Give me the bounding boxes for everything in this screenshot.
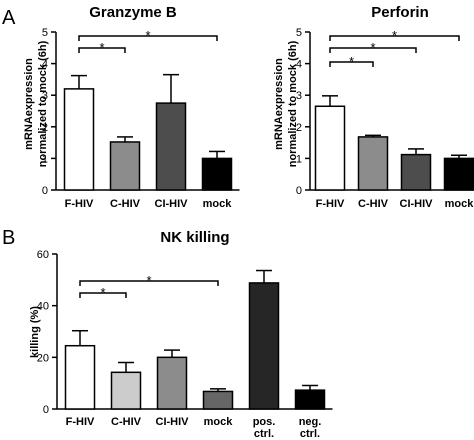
y-tick-label: 5	[296, 27, 302, 39]
x-tick-label: pos.	[253, 416, 276, 428]
significance-bracket	[79, 292, 127, 298]
x-tick-label: C-HIV	[358, 198, 389, 210]
x-tick-label: C-HIV	[110, 198, 141, 210]
y-tick-label: 0	[42, 185, 48, 197]
panel-label-a: A	[2, 7, 16, 29]
chart-title: NK killing	[160, 229, 229, 246]
y-tick-label: 0	[296, 185, 302, 197]
x-tick-label: F-HIV	[66, 416, 95, 428]
y-axis-label-line2: normalized to mock (6h)	[37, 40, 49, 167]
bar	[63, 88, 95, 191]
y-tick-label: 20	[37, 352, 49, 364]
y-axis-label-line2: normalized to mock (6h)	[287, 40, 299, 167]
chart-title: Perforin	[371, 4, 429, 21]
y-tick-label: 1	[42, 153, 48, 165]
bar	[400, 153, 432, 191]
y-tick-label: 3	[42, 90, 48, 102]
x-tick-label: neg.	[299, 416, 322, 428]
y-axis-label: killing (%)	[29, 306, 41, 358]
panel-label-b: B	[2, 227, 15, 249]
x-tick-label: C-HIV	[111, 416, 142, 428]
chart-granzyme-b: Granzyme B mRNAexpression normalized to mo…	[23, 4, 240, 210]
x-tick-label: CI-HIV	[400, 198, 434, 210]
bar	[202, 390, 234, 410]
x-tick-label: mock	[203, 198, 233, 210]
significance-star: *	[370, 40, 375, 55]
significance-bracket	[79, 280, 219, 286]
bar	[64, 344, 96, 410]
bar	[110, 371, 142, 410]
x-tick-label: ctrl.	[300, 428, 320, 440]
y-axis-label: mRNAexpression	[273, 58, 285, 150]
y-tick-label: 4	[296, 59, 302, 71]
significance-bracket	[329, 61, 374, 67]
y-tick-label: 2	[42, 122, 48, 134]
bar	[314, 105, 346, 191]
bar	[201, 157, 233, 191]
bar	[443, 157, 474, 191]
chart-perforin: Perforin mRNAexpression normalized to mock…	[273, 4, 474, 210]
x-tick-label: F-HIV	[316, 198, 345, 210]
y-axis-label: mRNAexpression	[23, 58, 35, 150]
bar	[248, 282, 280, 410]
significance-bracket	[78, 47, 126, 53]
x-tick-label: ctrl.	[254, 428, 274, 440]
x-tick-label: F-HIV	[65, 198, 94, 210]
bar	[155, 102, 187, 191]
significance-bracket	[78, 35, 218, 41]
chart-nk-killing: NK killing killing (%) 0 20 40 60 F-HIV C-HIV CI…	[29, 229, 333, 440]
significance-bracket	[329, 35, 460, 41]
y-tick-label: 4	[42, 59, 48, 71]
y-tick-label: 2	[296, 122, 302, 134]
significance-star: *	[349, 54, 354, 69]
significance-star: *	[145, 28, 150, 43]
significance-star: *	[146, 273, 151, 288]
x-tick-label: CI-HIV	[156, 416, 190, 428]
bar	[156, 356, 188, 410]
bar	[109, 141, 141, 191]
y-tick-label: 3	[296, 90, 302, 102]
y-tick-label: 5	[42, 27, 48, 39]
bar	[294, 389, 326, 410]
significance-bracket	[329, 47, 417, 53]
significance-star: *	[392, 28, 397, 43]
chart-title: Granzyme B	[89, 4, 177, 21]
y-tick-label: 40	[37, 301, 49, 313]
x-tick-label: mock	[445, 198, 474, 210]
bar	[357, 136, 389, 191]
significance-star: *	[100, 285, 105, 300]
significance-star: *	[99, 40, 104, 55]
x-tick-label: mock	[204, 416, 234, 428]
x-tick-label: CI-HIV	[155, 198, 189, 210]
y-tick-label: 1	[296, 153, 302, 165]
y-tick-label: 0	[43, 404, 49, 416]
y-tick-label: 60	[37, 249, 49, 261]
